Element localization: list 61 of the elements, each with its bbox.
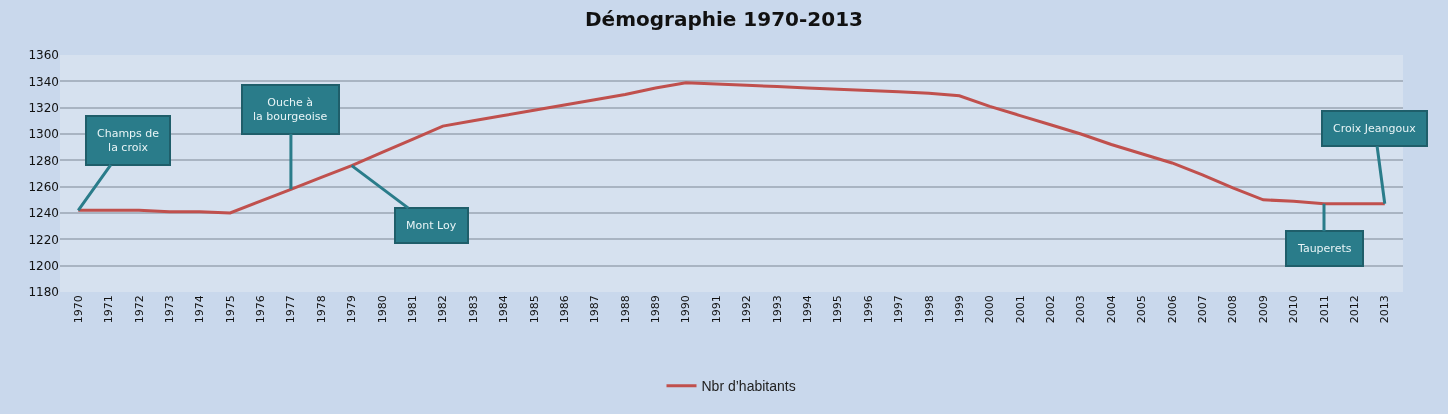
x-tick-label: 1988: [618, 295, 632, 324]
y-tick-label: 1240: [28, 206, 59, 221]
x-tick-label: 1992: [740, 295, 754, 324]
annotation: Tauperets: [1297, 242, 1352, 255]
x-tick-label: 2005: [1135, 295, 1149, 324]
x-tick-label: 1977: [284, 295, 298, 324]
annotation: Croix Jeangoux: [1333, 122, 1417, 135]
y-tick-label: 1360: [28, 48, 59, 63]
x-tick-label: 2007: [1196, 295, 1210, 324]
y-tick-label: 1280: [28, 153, 59, 168]
y-tick-label: 1340: [28, 74, 59, 89]
annotation: Ouche à la bourgeoise: [253, 96, 328, 124]
annotation: Champs de la croix: [97, 127, 160, 155]
x-tick-label: 2004: [1104, 295, 1118, 324]
x-tick-label: 2006: [1165, 295, 1179, 324]
y-tick-label: 1220: [28, 232, 59, 247]
x-tick-label: 2011: [1317, 295, 1331, 324]
x-tick-label: 1980: [375, 295, 389, 324]
x-tick-label: 1975: [223, 295, 237, 324]
annotation: Mont Loy: [406, 219, 457, 232]
x-tick-label: 1978: [314, 295, 328, 324]
x-tick-label: 1997: [892, 295, 906, 324]
x-tick-label: 1976: [254, 295, 268, 324]
x-tick-label: 2008: [1226, 295, 1240, 324]
legend-label: Nbr d’habitants: [701, 378, 796, 395]
x-tick-label: 2002: [1044, 295, 1058, 324]
x-tick-label: 2013: [1378, 295, 1392, 324]
x-tick-label: 1998: [922, 295, 936, 324]
x-tick-label: 1973: [162, 295, 176, 324]
x-tick-label: 1987: [588, 295, 602, 324]
x-tick-label: 2012: [1347, 295, 1361, 324]
x-tick-label: 1995: [831, 295, 845, 324]
chart-title: Démographie 1970-2013: [585, 7, 863, 32]
x-tick-label: 1984: [497, 295, 511, 324]
x-tick-label: 2001: [1013, 295, 1027, 324]
y-tick-label: 1180: [28, 285, 59, 300]
x-tick-label: 1981: [406, 295, 420, 324]
x-tick-label: 1971: [102, 295, 116, 324]
y-tick-label: 1260: [28, 179, 59, 194]
x-tick-label: 1982: [436, 295, 450, 324]
x-tick-label: 1983: [466, 295, 480, 324]
y-tick-label: 1200: [28, 258, 59, 273]
x-tick-label: 1993: [770, 295, 784, 324]
x-tick-label: 1990: [679, 295, 693, 324]
x-tick-label: 1996: [861, 295, 875, 324]
x-tick-label: 1970: [71, 295, 85, 324]
x-tick-label: 1989: [649, 295, 663, 324]
x-tick-label: 1972: [132, 295, 146, 324]
x-tick-label: 2003: [1074, 295, 1088, 324]
x-tick-label: 1979: [345, 295, 359, 324]
y-tick-label: 1320: [28, 100, 59, 115]
x-tick-label: 1999: [952, 295, 966, 324]
y-tick-label: 1300: [28, 127, 59, 142]
x-tick-label: 2010: [1287, 295, 1301, 324]
x-tick-label: 2009: [1256, 295, 1270, 324]
x-tick-label: 1994: [801, 295, 815, 324]
x-tick-label: 1986: [557, 295, 571, 324]
x-tick-label: 2000: [983, 295, 997, 324]
x-tick-label: 1991: [709, 295, 723, 324]
x-tick-label: 1985: [527, 295, 541, 324]
x-tick-label: 1974: [193, 295, 207, 324]
